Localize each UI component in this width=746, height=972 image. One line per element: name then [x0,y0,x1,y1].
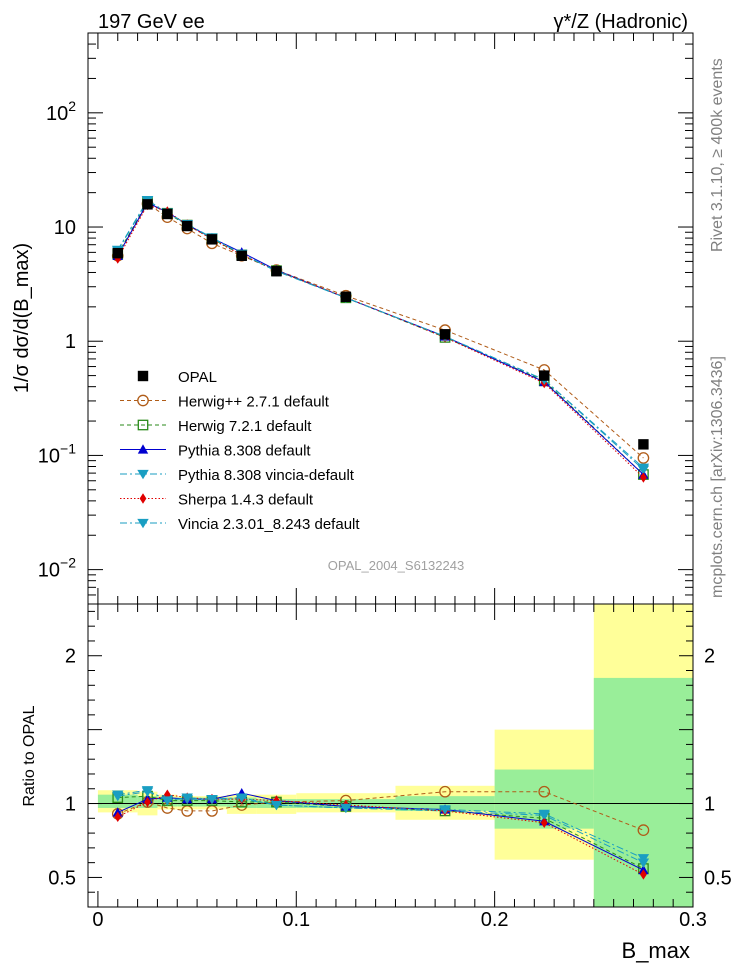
data-point [181,220,193,232]
ratio-data-point [181,793,193,803]
ratio-data-point [439,785,451,798]
ratio-series-line [117,791,644,831]
header-right-label: γ*/Z (Hadronic) [554,11,688,33]
y-tick-label: 10−2 [38,555,76,582]
legend-label: Herwig 7.2.1 default [178,418,312,435]
ratio-data-point [206,794,218,805]
y-tick-label: 102 [46,98,76,125]
data-point [340,291,352,302]
ratio-data-point [236,793,248,803]
ratio-data-point [340,803,352,814]
ratio-data-point [637,824,650,836]
legend-label: Herwig++ 2.7.1 default [178,394,330,411]
legend-label: Sherpa 1.4.3 default [178,492,314,509]
legend-marker [137,419,149,431]
legend-marker [137,394,149,407]
data-point [539,370,550,381]
data-point [206,234,218,245]
legend-marker [137,469,149,480]
x-tick-label: 0.3 [679,909,707,931]
ratio-data-point [538,809,550,820]
ratio-data-point [273,795,280,806]
data-point [637,463,650,473]
ratio-panel: 0.5 0.5 1 1 2 2 0 0.1 0.2 0.3 [48,604,732,931]
data-point [640,472,647,483]
x-tick-label: 0 [92,909,103,931]
ratio-data-point [439,805,451,815]
legend-marker [137,370,149,382]
ratio-data-point [141,786,154,796]
legend-label: Pythia 8.308 default [178,443,311,460]
header-left-label: 197 GeV ee [98,11,205,33]
data-point [236,250,247,261]
main-panel: OPAL Herwig++ 2.7.1 default Herwig 7.2.1 d… [38,32,694,605]
legend-label: OPAL [178,369,217,386]
data-point [439,329,451,340]
ratio-frame [87,603,694,908]
y-axis-title-text: 1/σ dσ/d(B_max) [11,243,33,393]
data-point [638,439,649,450]
ratio-data-point [114,811,122,823]
ratio-y-tick-label: 0.5 [48,867,76,889]
legend-label: Vincia 2.3.01_8.243 default [178,516,360,533]
ratio-data-point [163,789,171,800]
side-label-rivet: Rivet 3.1.10, ≥ 400k events [709,58,726,252]
data-point [112,247,123,259]
data-point [162,208,173,220]
ratio-y-tick-label: 1 [704,794,715,816]
legend-label: Pythia 8.308 vincia-default [178,467,355,484]
ratio-data-point [637,854,650,864]
side-label-mcplots: mcplots.cern.ch [arXiv:1306.3436] [709,356,726,598]
ratio-y-tick-label: 0.5 [704,867,732,889]
series-line [117,204,644,478]
y-axis-title: 1/σ dσ/d(B_max) [11,243,33,393]
ratio-data-point [270,800,283,811]
data-point [637,452,650,464]
ratio-axis-title: Ratio to OPAL [21,705,38,806]
ratio-data-point [112,790,124,800]
ratio-data-point [161,796,174,806]
ratio-y-tick-label: 2 [65,646,76,668]
legend-marker [137,518,149,529]
watermark-label: OPAL_2004_S6132243 [328,558,464,573]
legend: OPAL Herwig++ 2.7.1 default Herwig 7.2.1 d… [120,369,360,533]
ratio-series-line [117,795,644,870]
data-point [271,266,282,277]
ratio-y-tick-label: 2 [704,646,715,668]
x-axis-title: B_max [622,938,690,963]
ratio-y-tick-label: 1 [65,794,76,816]
legend-marker [137,444,149,454]
y-tick-label: 10−1 [38,440,76,467]
ratio-data-point [144,796,151,808]
ratio-series-line [117,789,644,859]
ratio-data-point [540,817,548,828]
legend-marker [139,493,147,504]
x-tick-label: 0.1 [282,909,310,931]
ratio-data-point [538,785,551,798]
ratio-data-point [640,869,647,880]
series-line [117,202,644,459]
y-tick-label: 10 [54,217,76,239]
x-tick-label: 0.2 [481,909,509,931]
data-point [142,199,153,210]
y-tick-label: 1 [65,331,76,353]
